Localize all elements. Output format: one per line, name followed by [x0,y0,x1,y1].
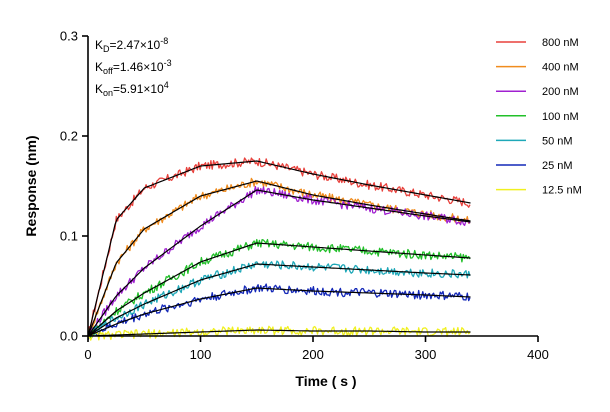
y-tick-label: 0.1 [60,229,78,244]
x-tick-label: 400 [527,347,549,362]
legend-label: 400 nM [542,62,579,74]
x-axis-label: Time ( s ) [295,373,356,389]
y-tick-label: 0.0 [60,329,78,344]
fit-curve-100-nM [87,242,471,337]
x-axis-ticks: 0 100 200 300 400 [84,336,549,362]
kinetic-constant-on: Kon=5.91×104 [95,80,169,98]
series-trace-12-5-nM [87,325,471,341]
fit-curve-50-nM [87,263,471,337]
series-trace-800-nM [87,157,471,333]
sensorgram-traces [87,157,471,341]
legend-label: 100 nM [542,111,579,123]
fit-curve-200-nM [87,189,471,337]
fit-curve-12-5-nM [87,329,471,337]
kinetic-constant-off: Koff=1.46×10-3 [95,58,172,76]
kinetic-constant-D: KD=2.47×10-8 [95,36,168,54]
y-axis-ticks: 0.0 0.1 0.2 0.3 [60,29,88,344]
legend-label: 25 nM [542,160,573,172]
x-tick-label: 200 [302,347,324,362]
y-tick-label: 0.2 [60,129,78,144]
legend-label: 200 nM [542,86,579,98]
fit-curve-800-nM [87,160,471,337]
fit-curves [87,160,471,337]
legend-label: 12.5 nM [542,185,582,197]
y-axis-label: Response (nm) [23,135,39,236]
x-tick-label: 0 [84,347,91,362]
legend-label: 50 nM [542,135,573,147]
series-trace-100-nM [87,238,471,339]
x-tick-label: 100 [190,347,212,362]
legend: 800 nM 400 nM 200 nM 100 nM 50 nM 25 nM 12.5 n… [496,37,582,197]
legend-label: 800 nM [542,37,579,49]
x-tick-label: 300 [415,347,437,362]
fit-curve-25-nM [87,287,471,337]
fit-curve-400-nM [87,180,471,337]
y-tick-label: 0.3 [60,29,78,44]
kinetic-constants: KD=2.47×10-8 Koff=1.46×10-3 Kon=5.91×104 [95,36,172,98]
